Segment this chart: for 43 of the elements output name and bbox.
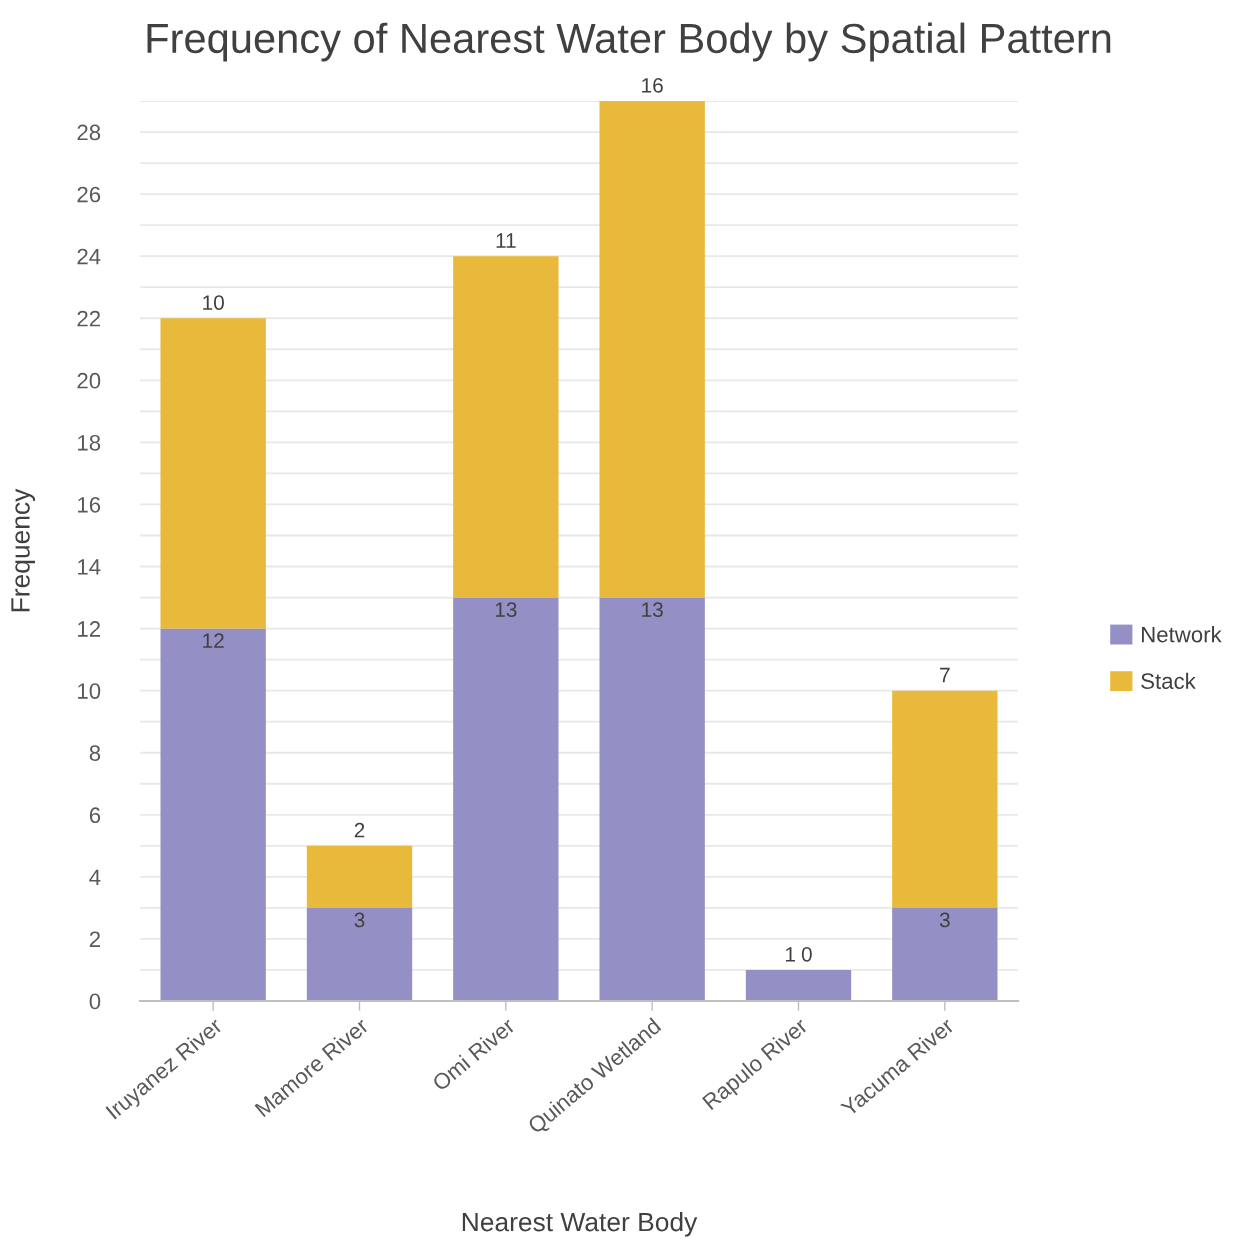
y-tick-label: 0 <box>89 993 101 1010</box>
y-tick-label: 22 <box>77 310 100 327</box>
data-label: 13 <box>495 602 517 618</box>
bar <box>892 690 998 908</box>
y-tick-label: 18 <box>78 434 101 451</box>
data-label: 13 <box>642 602 663 618</box>
data-label: 1 <box>785 947 795 962</box>
bar <box>599 597 705 1001</box>
data-label: 12 <box>203 633 224 648</box>
bar <box>160 628 266 1001</box>
x-axis-title: Nearest Water Body <box>462 1212 698 1237</box>
y-tick-label: 20 <box>77 372 101 389</box>
y-tick-label: 16 <box>78 496 101 513</box>
bar <box>306 907 413 1001</box>
data-label: 0 <box>801 946 812 962</box>
chart-title: Frequency of Nearest Water Body by Spatial Pattern <box>147 22 1111 62</box>
data-label: 10 <box>203 295 224 310</box>
y-tick-label: 14 <box>78 559 101 575</box>
bar <box>453 597 559 1001</box>
y-tick-label: 26 <box>77 186 101 203</box>
data-label: 16 <box>642 77 663 93</box>
bar <box>453 256 559 598</box>
data-label: 3 <box>939 912 950 928</box>
legend-label: Stack <box>1141 672 1196 689</box>
bar <box>306 845 413 908</box>
y-axis-title: Frequency <box>11 488 35 612</box>
bar <box>160 318 266 629</box>
data-label: 2 <box>354 822 365 838</box>
data-label: 3 <box>354 912 365 928</box>
legend-label: Network <box>1142 626 1222 643</box>
data-label: 7 <box>940 667 950 683</box>
y-tick-label: 10 <box>78 683 101 699</box>
y-tick-label: 4 <box>89 869 101 885</box>
bar <box>745 969 852 1001</box>
bar <box>892 907 998 1001</box>
y-tick-label: 12 <box>78 621 100 637</box>
y-tick-label: 24 <box>77 248 101 265</box>
y-tick-label: 2 <box>89 931 100 947</box>
bar <box>599 101 705 598</box>
y-tick-label: 6 <box>89 807 101 824</box>
data-label: 11 <box>496 233 516 248</box>
y-tick-label: 28 <box>77 124 101 141</box>
y-tick-label: 8 <box>89 745 101 761</box>
